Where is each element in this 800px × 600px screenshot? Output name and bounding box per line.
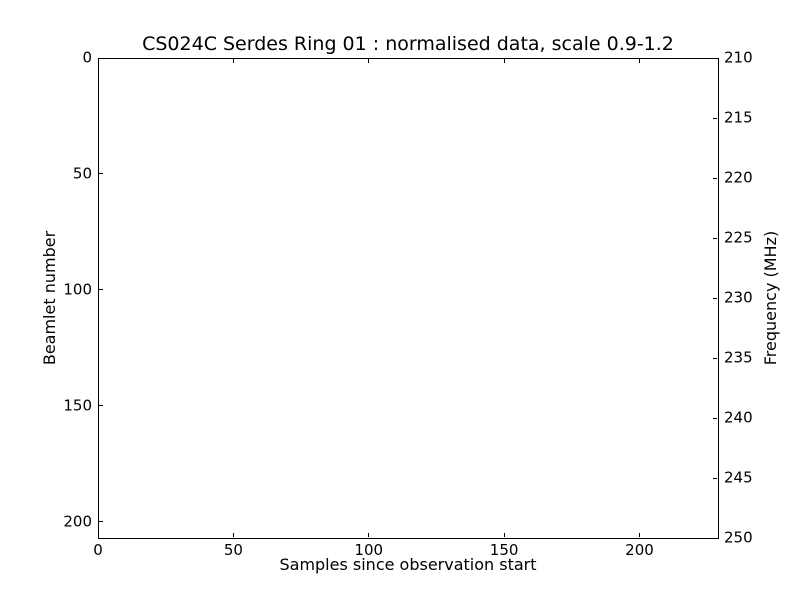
y-tick-label-left: 100: [63, 280, 92, 299]
x-tick-mark-bottom: [232, 533, 234, 537]
y-tick-label-right: 235: [724, 348, 753, 367]
y-axis-label-right: Frequency (MHz): [761, 230, 780, 366]
y-tick-mark-right: [713, 477, 717, 479]
y-tick-mark-right: [713, 57, 717, 59]
y-tick-mark-right: [713, 297, 717, 299]
x-tick-mark-top: [232, 59, 234, 63]
x-tick-mark-top: [368, 59, 370, 63]
y-tick-label-left: 0: [82, 48, 92, 67]
y-tick-mark-left: [99, 521, 103, 523]
y-tick-label-left: 150: [63, 396, 92, 415]
x-tick-label: 200: [625, 541, 654, 559]
y-tick-label-right: 245: [724, 468, 753, 487]
y-tick-mark-right: [713, 117, 717, 119]
plot-title: CS024C Serdes Ring 01 : normalised data,…: [142, 33, 674, 55]
x-tick-label: 0: [93, 541, 103, 559]
y-tick-mark-left: [99, 173, 103, 175]
y-tick-label-right: 210: [724, 48, 753, 67]
y-tick-mark-left: [99, 289, 103, 291]
y-tick-label-right: 250: [724, 528, 753, 547]
x-tick-mark-bottom: [368, 533, 370, 537]
y-tick-label-right: 240: [724, 408, 753, 427]
x-tick-label: 150: [489, 541, 519, 559]
x-tick-mark-bottom: [97, 533, 99, 537]
y-tick-mark-left: [99, 405, 103, 407]
x-tick-mark-top: [97, 59, 99, 63]
y-tick-label-right: 230: [724, 288, 753, 307]
y-tick-mark-right: [713, 357, 717, 359]
y-tick-label-left: 50: [72, 164, 92, 183]
x-tick-mark-bottom: [638, 533, 640, 537]
y-tick-label-left: 200: [63, 512, 92, 531]
y-tick-label-right: 220: [724, 168, 753, 187]
y-tick-mark-right: [713, 177, 717, 179]
x-tick-mark-top: [503, 59, 505, 63]
x-tick-mark-top: [638, 59, 640, 63]
y-tick-mark-right: [713, 537, 717, 539]
y-tick-mark-right: [713, 237, 717, 239]
x-axis-label: Samples since observation start: [279, 555, 537, 574]
plot-area: [98, 58, 719, 539]
y-axis-label-left: Beamlet number: [40, 230, 59, 366]
x-tick-mark-bottom: [503, 533, 505, 537]
y-tick-label-right: 225: [724, 228, 753, 247]
y-tick-mark-left: [99, 57, 103, 59]
y-tick-mark-right: [713, 417, 717, 419]
x-tick-label: 100: [354, 541, 384, 559]
y-tick-label-right: 215: [724, 108, 753, 127]
x-tick-label: 50: [223, 541, 243, 559]
